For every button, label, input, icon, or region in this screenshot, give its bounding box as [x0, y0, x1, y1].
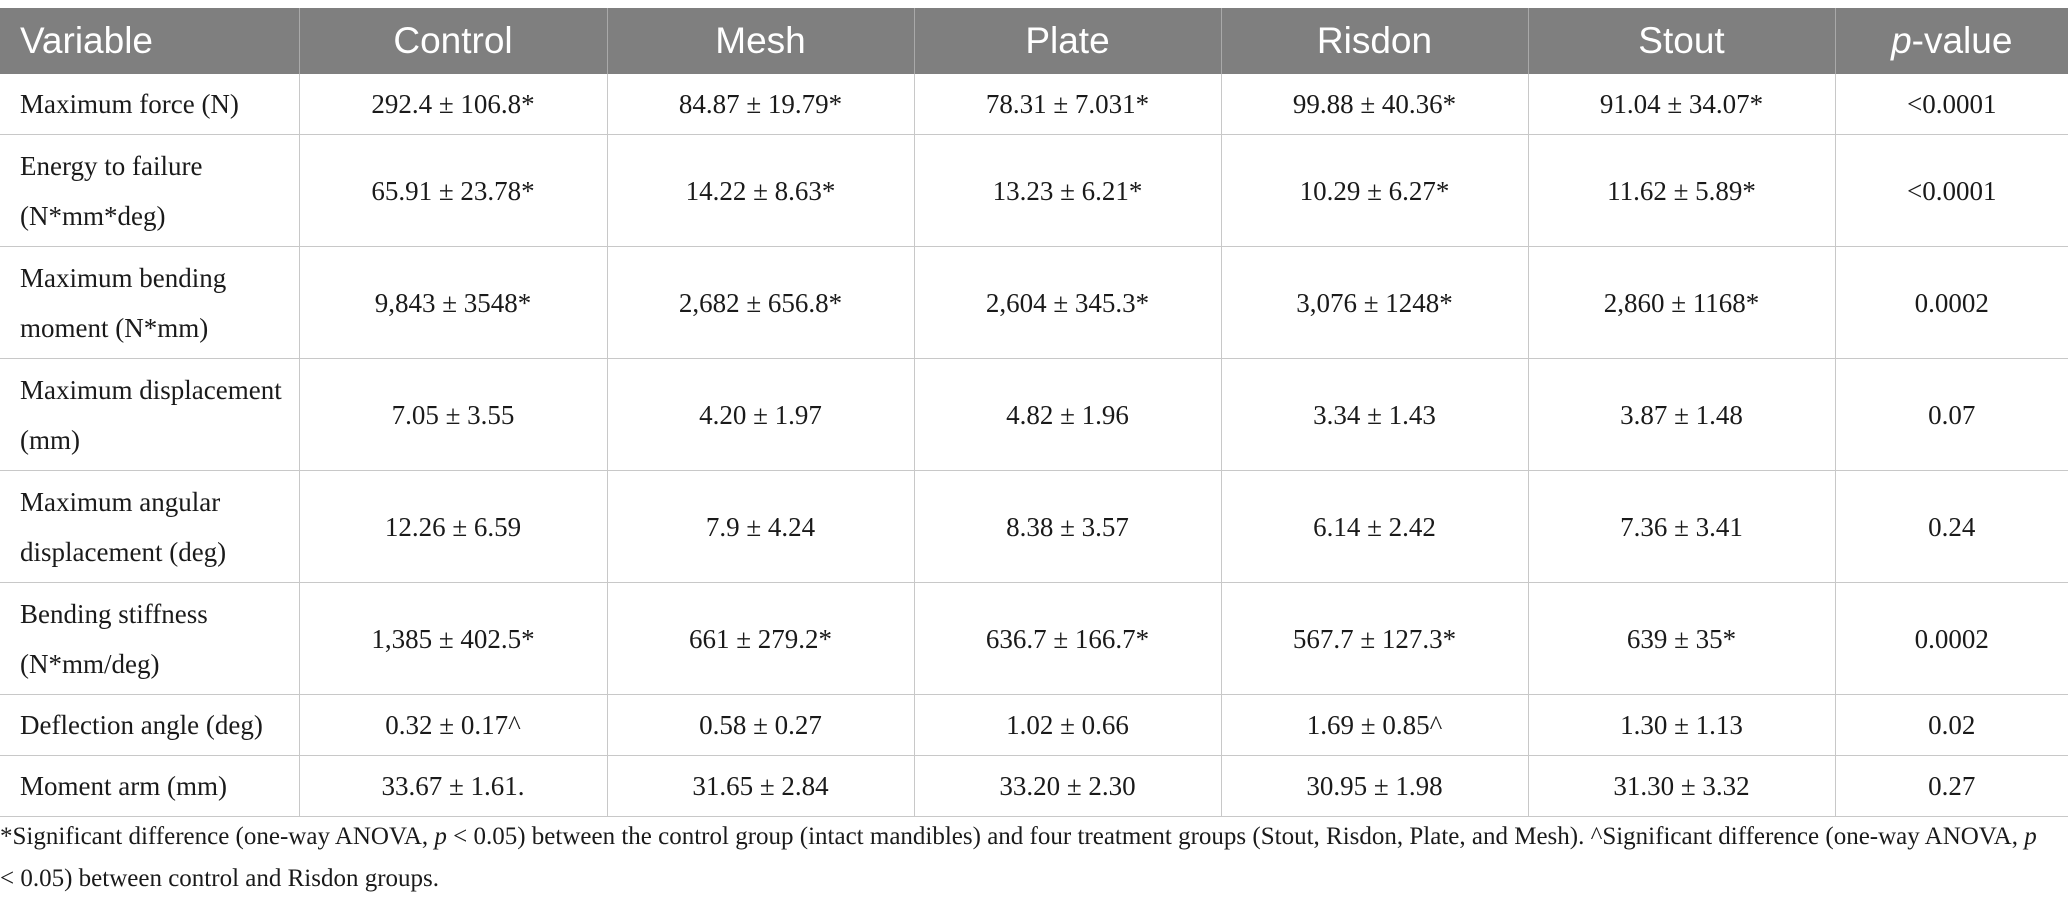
cell-mesh: 0.58 ± 0.27: [607, 694, 915, 756]
header-pvalue-rest: -value: [1911, 20, 2013, 61]
results-table-container: Variable Control Mesh Plate Risdon Stout…: [0, 8, 2068, 817]
cell-risdon: 6.14 ± 2.42: [1221, 470, 1529, 583]
footnote-text-2: < 0.05) between the control group (intac…: [446, 823, 2025, 850]
header-pvalue-p: p: [1891, 20, 1912, 61]
cell-control: 7.05 ± 3.55: [299, 358, 608, 471]
cell-mesh: 84.87 ± 19.79*: [607, 74, 915, 135]
cell-plate: 636.7 ± 166.7*: [914, 582, 1222, 695]
cell-stout: 11.62 ± 5.89*: [1528, 134, 1836, 247]
table-footnote: *Significant difference (one-way ANOVA, …: [0, 816, 2040, 900]
cell-risdon: 30.95 ± 1.98: [1221, 755, 1529, 817]
cell-stout: 639 ± 35*: [1528, 582, 1836, 695]
cell-plate: 78.31 ± 7.031*: [914, 74, 1222, 135]
header-variable: Variable: [0, 8, 300, 74]
cell-mesh: 14.22 ± 8.63*: [607, 134, 915, 247]
cell-mesh: 31.65 ± 2.84: [607, 755, 915, 817]
cell-pvalue: 0.27: [1835, 755, 2068, 817]
table-row: Maximum angular displacement (deg) 12.26…: [0, 470, 2068, 583]
cell-plate: 1.02 ± 0.66: [914, 694, 1222, 756]
cell-stout: 31.30 ± 3.32: [1528, 755, 1836, 817]
cell-risdon: 99.88 ± 40.36*: [1221, 74, 1529, 135]
cell-mesh: 7.9 ± 4.24: [607, 470, 915, 583]
header-pvalue: p-value: [1835, 8, 2068, 74]
cell-control: 33.67 ± 1.61.: [299, 755, 608, 817]
cell-pvalue: 0.07: [1835, 358, 2068, 471]
cell-variable: Maximum force (N): [0, 74, 300, 135]
table-row: Maximum force (N) 292.4 ± 106.8* 84.87 ±…: [0, 74, 2068, 135]
cell-stout: 3.87 ± 1.48: [1528, 358, 1836, 471]
header-row: Variable Control Mesh Plate Risdon Stout…: [0, 8, 2068, 74]
cell-stout: 1.30 ± 1.13: [1528, 694, 1836, 756]
cell-mesh: 2,682 ± 656.8*: [607, 246, 915, 359]
cell-control: 292.4 ± 106.8*: [299, 74, 608, 135]
cell-plate: 13.23 ± 6.21*: [914, 134, 1222, 247]
cell-variable: Energy to failure (N*mm*deg): [0, 134, 300, 247]
table-row: Moment arm (mm) 33.67 ± 1.61. 31.65 ± 2.…: [0, 755, 2068, 817]
cell-risdon: 1.69 ± 0.85^: [1221, 694, 1529, 756]
table-row: Maximum bending moment (N*mm) 9,843 ± 35…: [0, 246, 2068, 359]
cell-variable: Maximum displacement (mm): [0, 358, 300, 471]
cell-plate: 8.38 ± 3.57: [914, 470, 1222, 583]
cell-pvalue: <0.0001: [1835, 74, 2068, 135]
cell-control: 1,385 ± 402.5*: [299, 582, 608, 695]
cell-risdon: 10.29 ± 6.27*: [1221, 134, 1529, 247]
header-plate: Plate: [914, 8, 1222, 74]
cell-variable: Moment arm (mm): [0, 755, 300, 817]
cell-variable: Maximum angular displacement (deg): [0, 470, 300, 583]
results-table: Variable Control Mesh Plate Risdon Stout…: [0, 8, 2068, 817]
header-mesh: Mesh: [607, 8, 915, 74]
cell-stout: 91.04 ± 34.07*: [1528, 74, 1836, 135]
cell-control: 65.91 ± 23.78*: [299, 134, 608, 247]
cell-pvalue: 0.02: [1835, 694, 2068, 756]
cell-risdon: 3,076 ± 1248*: [1221, 246, 1529, 359]
cell-stout: 7.36 ± 3.41: [1528, 470, 1836, 583]
table-row: Energy to failure (N*mm*deg) 65.91 ± 23.…: [0, 134, 2068, 247]
table-row: Deflection angle (deg) 0.32 ± 0.17^ 0.58…: [0, 694, 2068, 756]
cell-risdon: 3.34 ± 1.43: [1221, 358, 1529, 471]
table-row: Bending stiffness (N*mm/deg) 1,385 ± 402…: [0, 582, 2068, 695]
footnote-p-symbol-2: p: [2024, 823, 2037, 850]
cell-control: 9,843 ± 3548*: [299, 246, 608, 359]
cell-variable: Deflection angle (deg): [0, 694, 300, 756]
cell-control: 12.26 ± 6.59: [299, 470, 608, 583]
table-row: Maximum displacement (mm) 7.05 ± 3.55 4.…: [0, 358, 2068, 471]
cell-control: 0.32 ± 0.17^: [299, 694, 608, 756]
cell-pvalue: 0.0002: [1835, 246, 2068, 359]
cell-stout: 2,860 ± 1168*: [1528, 246, 1836, 359]
table-header: Variable Control Mesh Plate Risdon Stout…: [0, 8, 2068, 74]
cell-variable: Bending stiffness (N*mm/deg): [0, 582, 300, 695]
cell-pvalue: 0.0002: [1835, 582, 2068, 695]
header-stout: Stout: [1528, 8, 1836, 74]
footnote-p-symbol-1: p: [434, 823, 447, 850]
cell-mesh: 4.20 ± 1.97: [607, 358, 915, 471]
header-control: Control: [299, 8, 608, 74]
cell-pvalue: <0.0001: [1835, 134, 2068, 247]
cell-plate: 4.82 ± 1.96: [914, 358, 1222, 471]
cell-plate: 2,604 ± 345.3*: [914, 246, 1222, 359]
cell-pvalue: 0.24: [1835, 470, 2068, 583]
footnote-text-3: < 0.05) between control and Risdon group…: [0, 865, 440, 892]
table-body: Maximum force (N) 292.4 ± 106.8* 84.87 ±…: [0, 74, 2068, 817]
cell-plate: 33.20 ± 2.30: [914, 755, 1222, 817]
footnote-text-1: *Significant difference (one-way ANOVA,: [0, 823, 435, 850]
cell-variable: Maximum bending moment (N*mm): [0, 246, 300, 359]
header-risdon: Risdon: [1221, 8, 1529, 74]
cell-risdon: 567.7 ± 127.3*: [1221, 582, 1529, 695]
cell-mesh: 661 ± 279.2*: [607, 582, 915, 695]
